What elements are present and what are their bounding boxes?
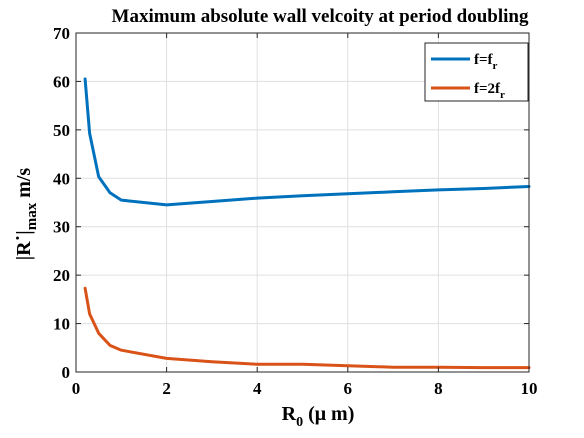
legend-label-f-fr: f=fr (474, 52, 498, 72)
x-tick-label: 0 (72, 379, 81, 398)
series-layer (83, 77, 531, 370)
y-tick-label: 10 (53, 315, 70, 334)
legend-box (424, 42, 529, 102)
legend-label-f-fr-sub: r (493, 60, 498, 72)
legend-label-f-2fr-base: f=2f (474, 81, 501, 97)
legend: f=fr f=2fr (424, 42, 529, 102)
series-line-1 (83, 286, 531, 370)
x-tick-label: 8 (434, 379, 443, 398)
y-tick-label: 40 (53, 169, 70, 188)
axis-ticks (75, 32, 530, 373)
series-line-0 (83, 77, 531, 207)
x-tick-label: 4 (253, 379, 262, 398)
y-tick-label: 50 (53, 121, 70, 140)
plot-frame (75, 32, 530, 373)
y-axis-label-prime: ˙ (13, 235, 35, 242)
x-axis-label-sub: 0 (296, 415, 303, 430)
legend-label-f-fr-base: f=f (474, 52, 494, 68)
y-axis-label: |R˙|max m/s (13, 168, 40, 261)
y-tick-label: 60 (53, 72, 70, 91)
y-tick-label: 30 (53, 218, 70, 237)
y-axis-label-sub: max (24, 202, 40, 230)
y-axis-label-pre: |R (13, 241, 35, 260)
legend-label-f-2fr: f=2fr (474, 81, 505, 101)
x-axis-label-base: R (282, 403, 297, 425)
chart-title: Maximum absolute wall velcoity at period… (112, 6, 529, 27)
x-tick-label: 2 (162, 379, 171, 398)
x-tick-label: 6 (344, 379, 353, 398)
y-axis-label-rest: m/s (13, 168, 35, 203)
x-axis-label-rest: (μ m) (303, 403, 354, 425)
y-tick-label: 70 (53, 24, 70, 43)
x-tick-label: 10 (521, 379, 538, 398)
x-axis-label: R0 (μ m) (282, 403, 355, 430)
legend-label-f-2fr-sub: r (500, 89, 505, 101)
tick-labels: 0 2 4 6 8 10 0 10 20 30 40 50 60 70 (53, 24, 538, 398)
y-tick-label: 0 (62, 363, 71, 382)
y-axis-label-mid: | (13, 230, 35, 234)
y-tick-label: 20 (53, 266, 70, 285)
